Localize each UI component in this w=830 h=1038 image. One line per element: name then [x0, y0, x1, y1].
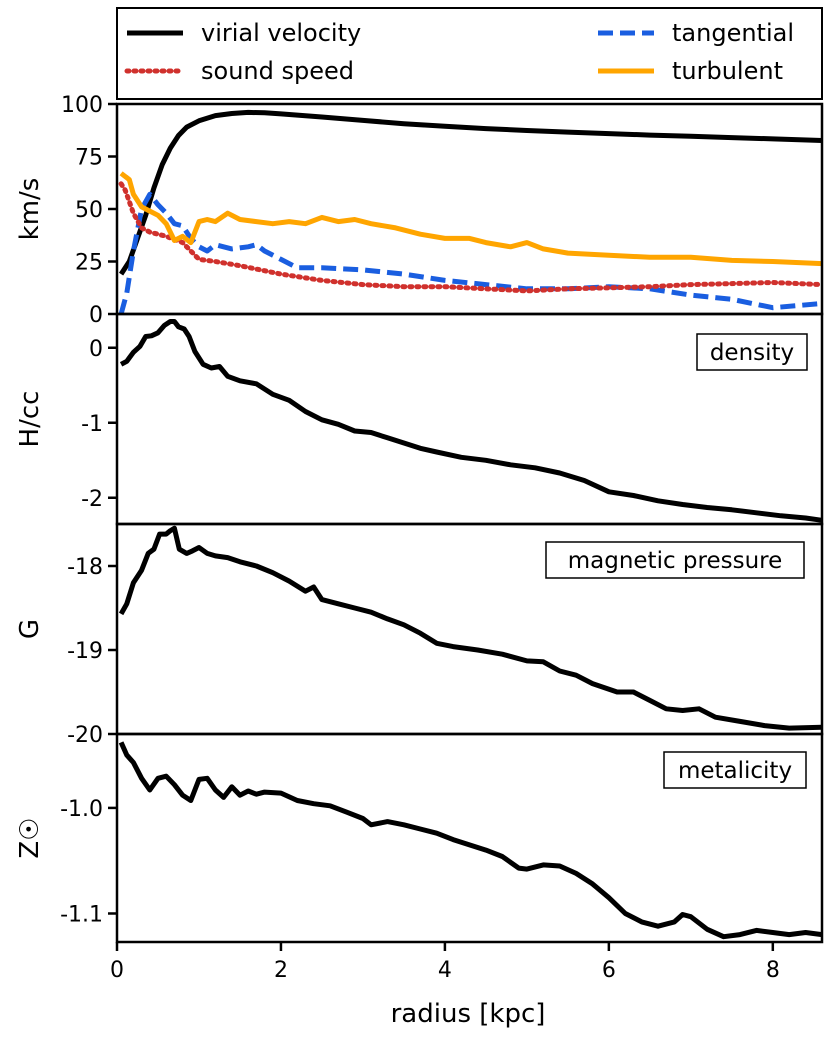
- legend-label-turbulent: turbulent: [672, 57, 783, 85]
- y-tick-label: -20: [67, 723, 103, 748]
- series-line-sound-speed: [118, 181, 825, 294]
- x-tick-label: 4: [438, 958, 452, 983]
- x-tick-label: 8: [766, 958, 780, 983]
- panel-label-box: [696, 333, 808, 371]
- y-axis-title: G: [15, 619, 45, 639]
- y-tick-label: 75: [75, 146, 103, 171]
- y-tick-label: -1.0: [60, 797, 103, 822]
- y-tick-label: 25: [75, 251, 103, 276]
- panel-label: metalicity: [678, 758, 792, 784]
- metalicity-panel: -1.0 -1.1 Z☉ metalicity: [15, 732, 824, 944]
- panel-label: magnetic pressure: [568, 548, 783, 574]
- y-tick-label: 50: [75, 198, 103, 223]
- y-tick-label: -2: [81, 487, 103, 512]
- y-tick-label: 0: [89, 337, 103, 362]
- x-axis: 0 2 4 6 8: [110, 942, 780, 983]
- x-tick-label: 0: [110, 958, 124, 983]
- y-tick-label: -1.1: [60, 902, 103, 927]
- y-axis-title: H/cc: [15, 391, 45, 448]
- series-line-density: [119, 319, 823, 523]
- panel-label-box: [545, 541, 805, 579]
- series-line-virial-velocity: [119, 109, 823, 276]
- y-tick-label: -1: [81, 412, 103, 437]
- x-tick-label: 2: [274, 958, 288, 983]
- y-axis-title: Z☉: [15, 817, 45, 858]
- series-line-tangential: [118, 191, 823, 315]
- panel-frame: [115, 732, 824, 944]
- x-tick-label: 6: [602, 958, 616, 983]
- series-line-turbulent: [119, 171, 823, 267]
- legend-label-tangential: tangential: [672, 19, 794, 47]
- density-panel: 0 -1 -2 H/cc density: [15, 312, 824, 526]
- panel-label-box: [663, 751, 807, 789]
- y-tick-label: 0: [89, 303, 103, 328]
- x-axis-title: radius [kpc]: [391, 999, 546, 1029]
- y-tick-label: -18: [67, 555, 103, 580]
- velocity-panel: 0 25 50 75 100 km/s: [15, 93, 825, 328]
- series-line-metalicity: [118, 741, 823, 940]
- y-axis-title: km/s: [15, 178, 45, 241]
- legend-label-virial-velocity: virial velocity: [201, 19, 361, 47]
- panel-label: density: [710, 340, 794, 366]
- y-tick-label: -19: [67, 639, 103, 664]
- legend-label-sound-speed: sound speed: [201, 57, 354, 85]
- legend: virial velocity tangential sound speed t…: [116, 7, 823, 100]
- legend-frame: [116, 7, 823, 100]
- y-tick-label: 100: [61, 93, 103, 118]
- series-line-magnetic-pressure: [118, 525, 823, 731]
